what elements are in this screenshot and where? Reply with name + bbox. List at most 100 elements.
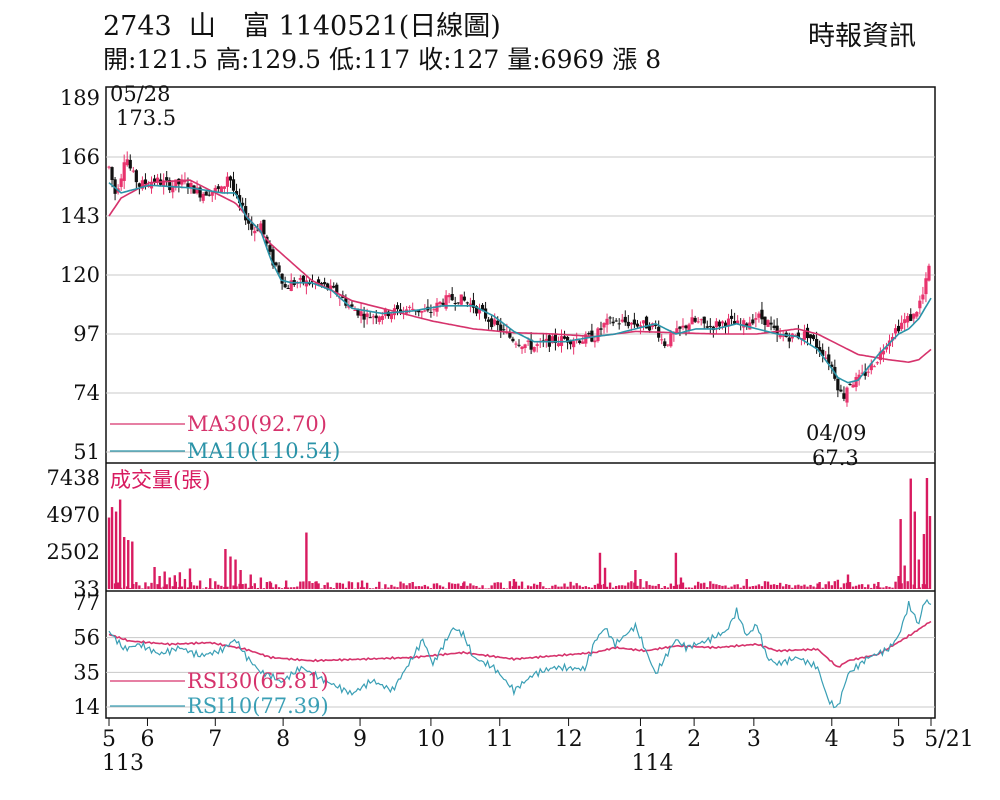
candle-body bbox=[420, 310, 424, 313]
low-label: 低 bbox=[328, 45, 354, 74]
volume-bar bbox=[457, 583, 460, 589]
volume-bar bbox=[496, 582, 499, 589]
volume-bar bbox=[171, 586, 174, 589]
volume-bar bbox=[833, 581, 837, 589]
candle-body bbox=[319, 282, 324, 285]
open-value: 121.5 bbox=[136, 45, 209, 74]
candle-body bbox=[824, 357, 828, 359]
volume-bar bbox=[414, 586, 417, 589]
volume-bar bbox=[703, 582, 706, 589]
candle-body bbox=[122, 162, 126, 181]
volume-bar bbox=[335, 582, 338, 589]
candle-body bbox=[742, 320, 746, 328]
candle-body bbox=[717, 321, 722, 327]
candle-body bbox=[368, 317, 372, 319]
volume-bar bbox=[584, 586, 588, 589]
candle-body bbox=[541, 340, 545, 342]
volume-bar bbox=[928, 516, 932, 589]
candle-body bbox=[614, 320, 618, 322]
candle-body bbox=[289, 280, 293, 291]
candle-body bbox=[477, 308, 482, 314]
volume-bar bbox=[824, 584, 827, 589]
candle-body bbox=[165, 177, 169, 181]
high-value: 129.5 bbox=[249, 45, 322, 74]
candle-body bbox=[231, 179, 236, 191]
volume-bar bbox=[165, 584, 168, 589]
volume-bar bbox=[806, 586, 809, 589]
volume-bar bbox=[229, 556, 232, 589]
candle-body bbox=[107, 166, 111, 168]
candle-body bbox=[678, 326, 682, 329]
volume-bar bbox=[575, 583, 578, 589]
volume-bar bbox=[816, 583, 819, 589]
volume-bar bbox=[863, 587, 867, 589]
volume-bar bbox=[249, 574, 252, 589]
volume-bar bbox=[368, 588, 372, 589]
volume-bar bbox=[127, 540, 130, 589]
candle-body bbox=[811, 335, 816, 340]
candle-body bbox=[262, 219, 266, 235]
volume-bar bbox=[198, 580, 202, 589]
volume-bar bbox=[917, 559, 921, 589]
candle-body bbox=[332, 285, 336, 288]
volume-bar bbox=[315, 581, 318, 589]
candle-body bbox=[219, 186, 223, 193]
high-label: 高 bbox=[215, 45, 241, 74]
volume-tick-label: 4970 bbox=[47, 503, 100, 527]
candle-body bbox=[432, 309, 436, 311]
x-month-label: 5/21 bbox=[924, 727, 973, 752]
candle-body bbox=[162, 180, 166, 187]
candle-body bbox=[596, 328, 600, 342]
rsi-tick-label: 35 bbox=[73, 660, 100, 684]
volume-bar bbox=[293, 587, 296, 589]
volume-bar bbox=[131, 541, 134, 589]
candle-body bbox=[836, 378, 840, 391]
candle-body bbox=[356, 309, 360, 316]
volume-bar bbox=[830, 585, 833, 589]
x-month-label: 2 bbox=[687, 727, 701, 752]
volume-bar bbox=[420, 586, 424, 589]
volume-bar bbox=[450, 583, 454, 589]
quote-line: 開:121.5 高:129.5 低:117 收:127 量:6969 漲 8 bbox=[103, 45, 662, 74]
volume-bar bbox=[250, 585, 253, 589]
candle-body bbox=[690, 317, 694, 325]
volume-bar bbox=[724, 585, 727, 589]
volume-bar bbox=[107, 517, 111, 589]
candle-body bbox=[465, 302, 469, 304]
change-value: 8 bbox=[645, 45, 662, 74]
volume-bar bbox=[666, 587, 669, 589]
candle-body bbox=[775, 325, 779, 335]
x-month-label: 12 bbox=[555, 727, 583, 752]
rsi10-series-line bbox=[108, 598, 932, 709]
volume-bar bbox=[118, 499, 122, 589]
candle-body bbox=[201, 193, 205, 201]
candle-body bbox=[225, 176, 230, 187]
candlesticks bbox=[107, 151, 931, 407]
low-value: 117 bbox=[362, 45, 411, 74]
candle-body bbox=[222, 186, 227, 189]
candle-body bbox=[316, 279, 321, 284]
volume-bar bbox=[429, 588, 433, 589]
volume-bar bbox=[563, 583, 566, 589]
stock-name: 山 富 bbox=[188, 11, 270, 42]
candle-body bbox=[556, 343, 561, 347]
candle-body bbox=[192, 185, 196, 194]
volume-bar bbox=[627, 582, 630, 589]
volume-bar bbox=[894, 581, 897, 589]
volume-bar bbox=[569, 581, 572, 589]
candle-body bbox=[802, 331, 807, 340]
candle-body bbox=[918, 300, 922, 309]
volume-bar bbox=[754, 585, 758, 589]
volume-bar bbox=[163, 571, 166, 589]
candle-body bbox=[535, 344, 539, 346]
panel-frames bbox=[105, 86, 936, 719]
volume-bar bbox=[763, 581, 767, 589]
candle-body bbox=[450, 293, 454, 301]
candle-body bbox=[283, 284, 287, 288]
candle-body bbox=[514, 343, 518, 345]
volume-bar bbox=[727, 587, 730, 589]
volume-bar bbox=[135, 582, 138, 589]
candle-body bbox=[520, 346, 524, 350]
volume-bar bbox=[730, 586, 733, 589]
volume-bar bbox=[438, 585, 442, 589]
